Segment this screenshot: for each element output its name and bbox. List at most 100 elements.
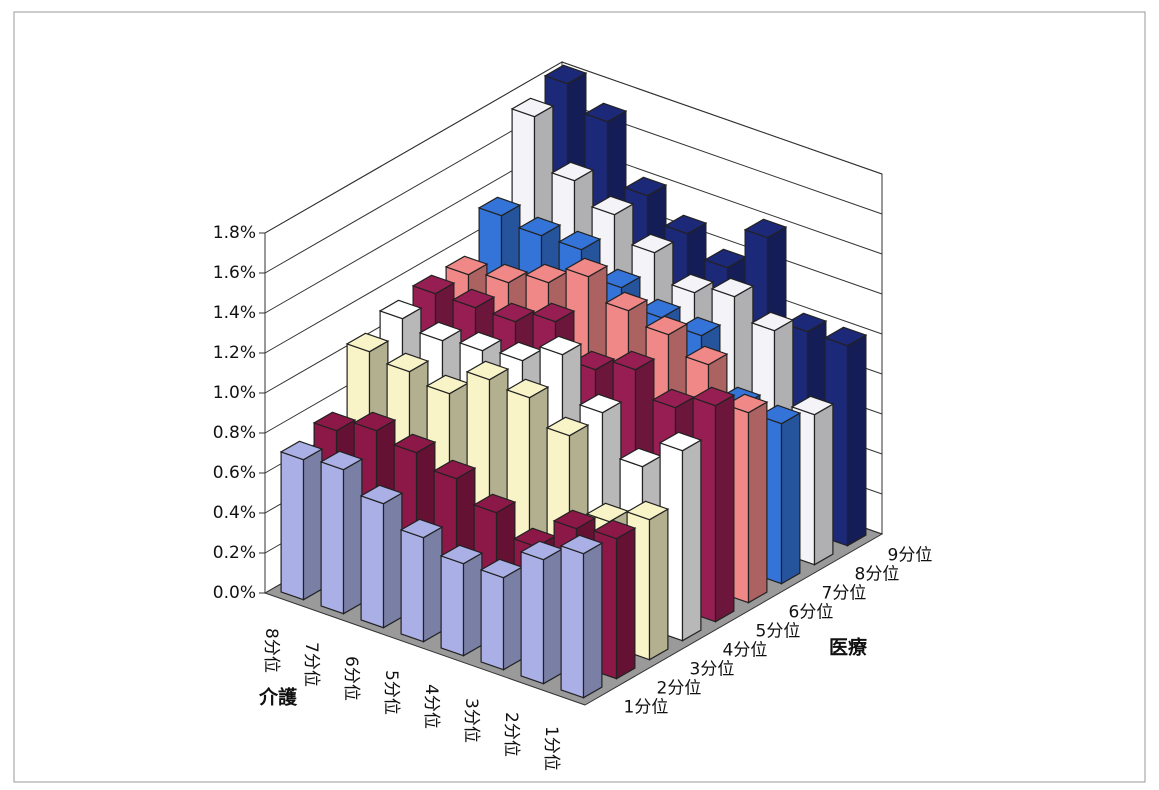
bar	[559, 534, 604, 699]
x-tick-label: 4分位	[421, 684, 441, 729]
frame	[13, 11, 1146, 783]
bar-face-right	[615, 527, 636, 680]
y-tick-label: 0.0%	[213, 583, 256, 603]
bar	[319, 450, 364, 615]
bar-top	[399, 518, 444, 539]
bar	[479, 558, 524, 671]
x-tick-label: 1分位	[541, 726, 561, 771]
bar-face-right	[846, 334, 867, 547]
y-tick-label: 1.4%	[213, 303, 256, 323]
bar-face-right	[780, 412, 801, 585]
depth-tick-label: 2分位	[657, 679, 702, 699]
bar-face-left	[520, 551, 545, 685]
bar-top	[543, 64, 588, 85]
bar-top	[611, 350, 656, 371]
bar-face-right	[813, 403, 834, 566]
bar-top	[651, 388, 696, 409]
bar	[279, 440, 324, 601]
bar	[519, 540, 564, 685]
bar-top	[630, 233, 675, 254]
bar-top	[564, 257, 609, 278]
x-axis-title: 介護	[258, 686, 298, 709]
y-tick-label: 0.6%	[213, 463, 256, 483]
bar-top	[451, 288, 496, 309]
bar-face-right	[342, 458, 363, 615]
bar-face-right	[422, 526, 443, 643]
x-tick-label: 3分位	[461, 698, 481, 743]
bar-top	[604, 291, 649, 312]
bar-top	[691, 386, 736, 407]
grid-line	[264, 61, 883, 234]
depth-tick-label: 5分位	[756, 622, 801, 642]
bar-top	[444, 255, 489, 276]
bar-top	[345, 332, 390, 353]
bar-face-right	[462, 552, 483, 657]
bar-top	[418, 321, 463, 342]
bar-face-left	[400, 529, 425, 643]
bar-top	[625, 500, 670, 521]
x-tick-label: 5分位	[381, 670, 401, 715]
y-tick-label: 1.2%	[213, 343, 256, 363]
bar-top	[658, 431, 703, 452]
bar-top	[512, 527, 557, 548]
bar-top	[458, 331, 503, 352]
y-tick-label: 0.4%	[213, 503, 256, 523]
depth-tick-label: 3分位	[690, 660, 735, 680]
depth-tick-label: 1分位	[624, 698, 669, 718]
depth-tick-label: 8分位	[855, 565, 900, 585]
depth-tick-label: 9分位	[888, 546, 933, 566]
bar-top	[550, 161, 595, 182]
y-tick-label: 1.0%	[213, 383, 256, 403]
bar-top	[790, 395, 835, 416]
bar-top	[670, 273, 715, 294]
bar-face-left	[560, 545, 585, 699]
bar-top	[425, 374, 470, 395]
bar-top	[590, 195, 635, 216]
bar-top	[531, 302, 576, 323]
bar-top	[618, 447, 663, 468]
depth-tick-label: 7分位	[822, 584, 867, 604]
bar-face-right	[648, 508, 669, 661]
bar-top	[743, 218, 788, 239]
bar-face-left	[440, 555, 465, 657]
bar-top	[684, 345, 729, 366]
bar-top	[479, 558, 524, 579]
bar-top	[472, 493, 517, 514]
bar-top	[644, 315, 689, 336]
x-tick-label: 7分位	[301, 642, 321, 687]
bar-top	[750, 311, 795, 332]
bar-face-right	[302, 448, 323, 601]
bar-face-left	[360, 495, 385, 629]
bar-top	[378, 299, 423, 320]
bar-top	[703, 248, 748, 269]
bar-top	[359, 484, 404, 505]
bar-top	[352, 411, 397, 432]
bar-top	[557, 230, 602, 251]
x-tick-label: 6分位	[341, 656, 361, 701]
bar-top	[517, 216, 562, 237]
y-tick-label: 1.6%	[213, 263, 256, 283]
bar-top	[519, 540, 564, 561]
y-tick-label: 0.8%	[213, 423, 256, 443]
bar-top	[411, 274, 456, 295]
bar-top	[823, 326, 868, 347]
bar-top	[510, 97, 555, 118]
bar-top	[392, 433, 437, 454]
bar-face-right	[542, 548, 563, 685]
x-tick-label: 2分位	[501, 712, 521, 757]
bar-top	[524, 263, 569, 284]
bar-top	[465, 360, 510, 381]
bar-top	[319, 450, 364, 471]
bar	[359, 484, 404, 629]
bar-top	[585, 502, 630, 523]
bar-top	[484, 263, 529, 284]
bar-top	[385, 352, 430, 373]
bar-face-right	[382, 492, 403, 629]
depth-tick-label: 6分位	[789, 603, 834, 623]
bar-top	[663, 214, 708, 235]
y-tick-label: 0.2%	[213, 543, 256, 563]
bar-top	[545, 416, 590, 437]
bar-face-right	[681, 439, 702, 642]
x-tick-label: 8分位	[261, 628, 281, 673]
